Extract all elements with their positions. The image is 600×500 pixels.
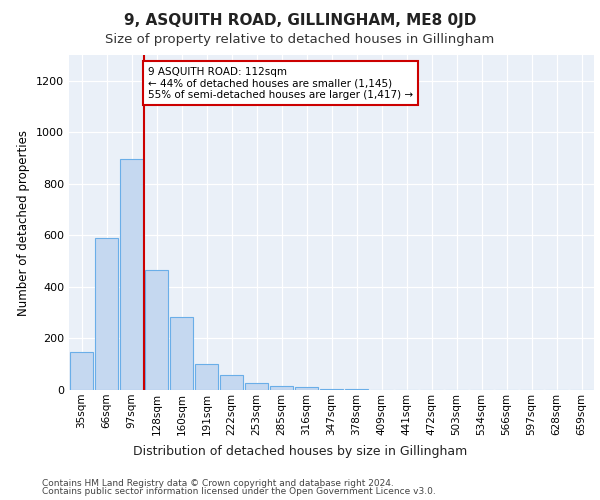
Text: Size of property relative to detached houses in Gillingham: Size of property relative to detached ho…	[106, 32, 494, 46]
Text: 9 ASQUITH ROAD: 112sqm
← 44% of detached houses are smaller (1,145)
55% of semi-: 9 ASQUITH ROAD: 112sqm ← 44% of detached…	[148, 66, 413, 100]
Text: Contains HM Land Registry data © Crown copyright and database right 2024.: Contains HM Land Registry data © Crown c…	[42, 478, 394, 488]
Bar	[70, 352, 93, 390]
Bar	[295, 388, 318, 390]
Bar	[270, 386, 293, 390]
Bar	[195, 364, 218, 390]
Bar	[170, 316, 193, 390]
Text: 9, ASQUITH ROAD, GILLINGHAM, ME8 0JD: 9, ASQUITH ROAD, GILLINGHAM, ME8 0JD	[124, 12, 476, 28]
Bar	[320, 388, 343, 390]
Text: Distribution of detached houses by size in Gillingham: Distribution of detached houses by size …	[133, 444, 467, 458]
Bar	[245, 383, 268, 390]
Bar	[145, 270, 168, 390]
Bar	[95, 238, 118, 390]
Text: Contains public sector information licensed under the Open Government Licence v3: Contains public sector information licen…	[42, 487, 436, 496]
Bar	[120, 160, 143, 390]
Bar	[220, 374, 243, 390]
Y-axis label: Number of detached properties: Number of detached properties	[17, 130, 31, 316]
